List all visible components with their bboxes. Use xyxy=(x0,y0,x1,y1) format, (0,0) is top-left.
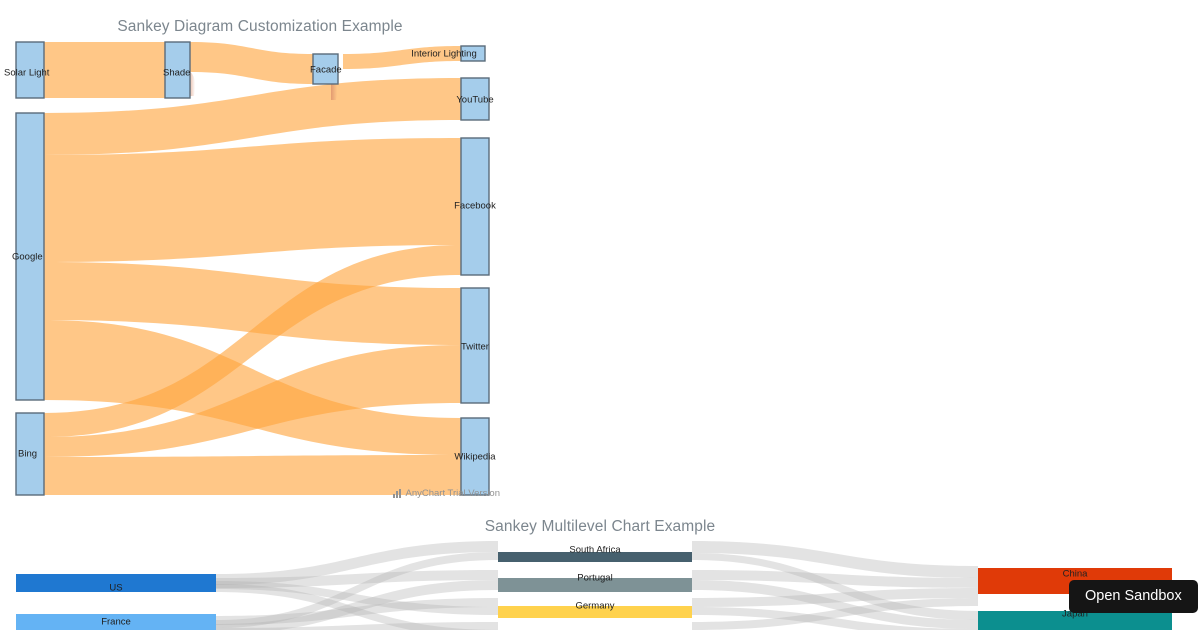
label-twitter: Twitter xyxy=(461,342,489,353)
node-south-africa[interactable] xyxy=(498,552,692,562)
node-label-group-multilevel: US France South Africa Portugal Germany … xyxy=(101,545,1088,628)
node-bing[interactable] xyxy=(15,412,45,496)
link-france-southafrica[interactable] xyxy=(216,552,498,628)
label-germany: Germany xyxy=(575,601,614,612)
node-portugal[interactable] xyxy=(498,578,692,592)
link-solarlight-shade[interactable] xyxy=(44,42,170,98)
node-label-group-customization: Solar Light Shade Facade Interior Lighti… xyxy=(4,49,496,463)
open-sandbox-button[interactable]: Open Sandbox xyxy=(1069,580,1198,613)
link-southafrica-japan[interactable] xyxy=(692,553,978,620)
label-interior-lighting: Interior Lighting xyxy=(411,49,476,60)
link-germany-china[interactable] xyxy=(692,588,978,607)
sankey-multilevel-svg: US France South Africa Portugal Germany … xyxy=(16,541,1172,630)
link-google-wikipedia[interactable] xyxy=(44,320,461,455)
label-japan: Japan xyxy=(1062,609,1088,620)
link-portugal-japan[interactable] xyxy=(692,580,978,629)
link-google-youtube[interactable] xyxy=(44,78,461,155)
label-youtube: YouTube xyxy=(456,95,493,106)
node-us[interactable] xyxy=(16,574,216,592)
link-us-portugal[interactable] xyxy=(216,570,498,588)
sankey-customization-chart[interactable]: Sankey Diagram Customization Example xyxy=(0,0,520,508)
node-facebook[interactable] xyxy=(460,137,490,276)
sankey-customization-svg: Solar Light Shade Facade Interior Lighti… xyxy=(4,41,496,496)
link-shade-facade[interactable] xyxy=(190,42,313,84)
label-south-africa: South Africa xyxy=(569,545,621,556)
node-japan[interactable] xyxy=(978,611,1172,630)
chart-title-multilevel: Sankey Multilevel Chart Example xyxy=(484,518,716,535)
link-bing-facebook[interactable] xyxy=(44,245,461,437)
link-bing-wikipedia[interactable] xyxy=(44,455,461,495)
link-spain-china[interactable] xyxy=(692,598,978,630)
link-google-facebook[interactable] xyxy=(44,138,461,262)
link-france-spain[interactable] xyxy=(216,622,498,630)
anychart-credits[interactable]: AnyChart Trial Version xyxy=(393,488,500,499)
node-twitter[interactable] xyxy=(460,287,490,404)
node-google[interactable] xyxy=(15,112,45,401)
link-google-twitter[interactable] xyxy=(44,262,461,345)
link-us-southafrica[interactable] xyxy=(216,541,498,585)
link-france-portugal[interactable] xyxy=(216,580,498,630)
link-us-spain[interactable] xyxy=(216,584,498,630)
link-bing-twitter[interactable] xyxy=(44,345,461,457)
node-wikipedia[interactable] xyxy=(460,417,490,496)
label-solar-light: Solar Light xyxy=(4,68,50,79)
label-google: Google xyxy=(12,252,43,263)
node-shade[interactable] xyxy=(164,41,191,99)
label-china: China xyxy=(1063,569,1089,580)
label-bing: Bing xyxy=(18,449,37,460)
node-interior-lighting[interactable] xyxy=(460,45,486,62)
credits-label: AnyChart Trial Version xyxy=(405,488,500,499)
link-france-germany[interactable] xyxy=(216,598,498,625)
label-us: US xyxy=(109,583,122,594)
label-france: France xyxy=(101,617,131,628)
label-facade: Facade xyxy=(310,65,342,76)
link-group-customization xyxy=(44,42,461,495)
label-facebook: Facebook xyxy=(454,201,496,212)
node-solar-light[interactable] xyxy=(15,41,45,99)
link-facade-interiorlighting[interactable] xyxy=(343,46,461,69)
sankey-multilevel-chart[interactable]: Sankey Multilevel Chart Example xyxy=(0,508,1200,630)
node-germany[interactable] xyxy=(498,606,692,618)
label-shade: Shade xyxy=(163,68,190,79)
link-group-multilevel xyxy=(216,541,978,630)
node-group-customization xyxy=(15,41,490,496)
link-portugal-china[interactable] xyxy=(692,570,978,588)
link-southafrica-china[interactable] xyxy=(692,541,978,578)
node-group-multilevel xyxy=(16,552,1172,630)
bar-chart-icon xyxy=(393,489,402,498)
label-portugal: Portugal xyxy=(577,573,612,584)
node-facade[interactable] xyxy=(312,53,339,85)
node-youtube[interactable] xyxy=(460,77,490,121)
node-france[interactable] xyxy=(16,614,216,630)
link-germany-japan[interactable] xyxy=(692,607,978,630)
label-wikipedia: Wikipedia xyxy=(454,452,496,463)
chart-title-customization: Sankey Diagram Customization Example xyxy=(117,18,403,35)
link-us-germany[interactable] xyxy=(216,581,498,615)
